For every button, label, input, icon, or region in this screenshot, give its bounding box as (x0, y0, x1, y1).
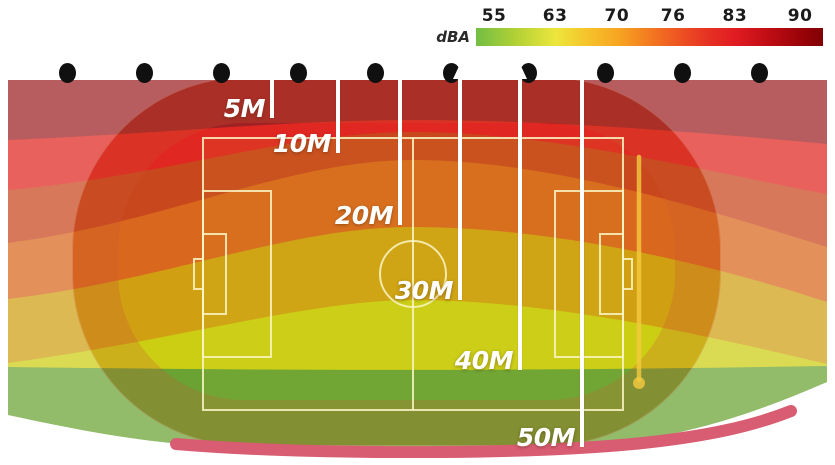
distance-arrow-20m (392, 64, 407, 225)
speaker-dot (59, 63, 76, 83)
speaker-dot (213, 63, 230, 83)
arrow-up-icon (330, 64, 345, 79)
colorbar-gradient (476, 28, 823, 46)
colorbar-tick: 90 (787, 6, 813, 26)
colorbar-unit-label: dBA (436, 28, 470, 46)
distance-arrow-30m (452, 64, 467, 300)
distance-label-10m: 10M (272, 129, 332, 158)
distance-label-30m: 30M (394, 276, 454, 305)
stadium-heatmap (8, 80, 827, 458)
running-track-ring (72, 80, 721, 446)
speaker-dot (290, 63, 307, 83)
speaker-dot (597, 63, 614, 83)
arrow-up-icon (574, 64, 589, 79)
speaker-dot (751, 63, 768, 83)
goal-left (193, 258, 204, 290)
arrow-up-icon (392, 64, 407, 79)
distance-label-5m: 5M (223, 94, 266, 123)
arrow-up-icon (264, 64, 279, 79)
distance-label-40m: 40M (454, 346, 514, 375)
zone-above-90 (8, 80, 827, 144)
outside-stadium-overlay (8, 80, 827, 450)
colorbar-tick: 55 (481, 6, 507, 26)
track-bottom-edge (170, 405, 797, 458)
arrow-up-icon (512, 64, 527, 79)
arrow-up-icon (452, 64, 467, 79)
speaker-dot (136, 63, 153, 83)
colorbar-tick: 83 (722, 6, 748, 26)
distance-label-50m: 50M (516, 423, 576, 452)
goal-right (622, 258, 633, 290)
colorbar-tick: 76 (660, 6, 686, 26)
center-circle (379, 240, 447, 308)
colorbar-tick: 63 (542, 6, 568, 26)
distance-arrow-10m (330, 64, 345, 153)
colorbar-ticks: 55 63 70 76 83 90 (476, 6, 823, 28)
speaker-dot (674, 63, 691, 83)
distance-arrow-40m (512, 64, 527, 370)
distance-arrow-50m (574, 64, 589, 447)
pole-base (633, 377, 645, 389)
soccer-field-markings (193, 137, 633, 411)
distance-arrow-5m (264, 64, 279, 118)
speaker-dot (367, 63, 384, 83)
colorbar-tick: 70 (604, 6, 630, 26)
distance-label-20m: 20M (334, 201, 394, 230)
colorbar: 55 63 70 76 83 90 dBA (432, 6, 826, 46)
